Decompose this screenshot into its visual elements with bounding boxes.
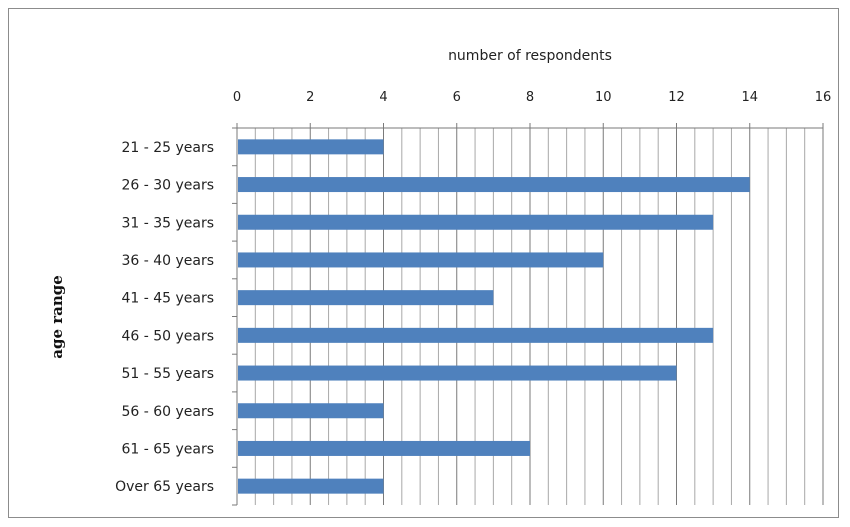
category-label: Over 65 years xyxy=(115,479,214,495)
category-label: 36 - 40 years xyxy=(121,253,214,269)
bar xyxy=(238,177,750,193)
category-labels: 21 - 25 years 26 - 30 years 31 - 35 years 3… xyxy=(115,140,214,495)
axes xyxy=(232,123,824,506)
x-tick-labels: 0 2 4 6 8 10 12 14 16 xyxy=(233,90,831,105)
bar xyxy=(238,290,494,306)
bars xyxy=(238,139,750,494)
x-tick-label: 4 xyxy=(379,90,387,105)
x-tick-label: 0 xyxy=(233,90,241,105)
category-label: 21 - 25 years xyxy=(121,140,214,156)
x-tick-label: 14 xyxy=(741,90,758,105)
category-label: 26 - 30 years xyxy=(121,178,214,194)
category-label: 41 - 45 years xyxy=(121,291,214,307)
bar xyxy=(238,478,384,494)
bar xyxy=(238,252,604,268)
category-label: 51 - 55 years xyxy=(121,366,214,382)
y-axis-title: age range xyxy=(48,275,66,359)
x-axis-title: number of respondents xyxy=(448,48,612,64)
bar xyxy=(238,214,714,230)
category-label: 31 - 35 years xyxy=(121,215,214,231)
bar xyxy=(238,440,530,456)
bar xyxy=(238,365,677,381)
category-label: 46 - 50 years xyxy=(121,328,214,344)
x-tick-label: 10 xyxy=(595,90,612,105)
bar xyxy=(238,403,384,419)
bar xyxy=(238,327,714,343)
category-label: 61 - 65 years xyxy=(121,441,214,457)
bar xyxy=(238,139,384,155)
x-tick-label: 16 xyxy=(815,90,832,105)
x-tick-label: 12 xyxy=(668,90,685,105)
x-tick-label: 6 xyxy=(453,90,461,105)
x-tick-label: 2 xyxy=(306,90,314,105)
category-label: 56 - 60 years xyxy=(121,404,214,420)
x-tick-label: 8 xyxy=(526,90,534,105)
